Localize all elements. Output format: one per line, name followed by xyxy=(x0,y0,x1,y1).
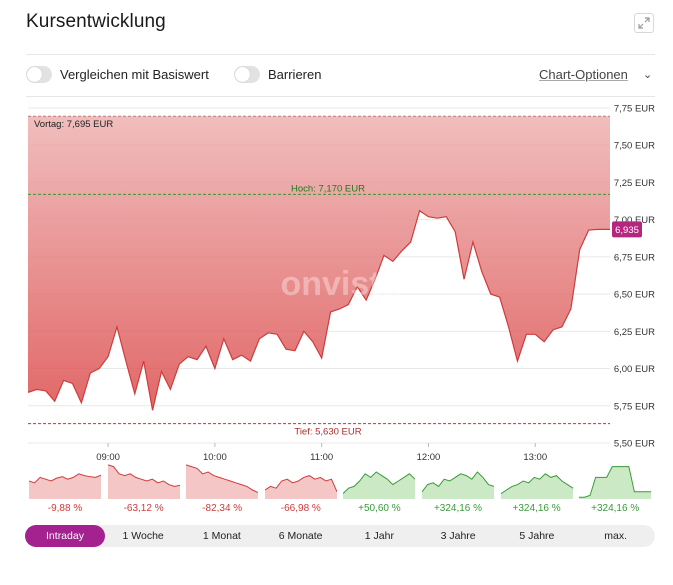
page-title: Kursentwicklung xyxy=(26,11,166,32)
sparkline-area xyxy=(107,464,180,499)
y-tick-label: 6,50 EUR xyxy=(614,290,655,301)
tab-1-woche[interactable]: 1 Woche xyxy=(122,530,164,542)
tab-6-monate[interactable]: 6 Monate xyxy=(278,530,323,542)
barriers-toggle[interactable] xyxy=(234,66,260,83)
sparkline-area xyxy=(343,472,416,499)
divider xyxy=(26,96,655,97)
x-tick-label: 13:00 xyxy=(523,452,547,463)
sparkline-line xyxy=(343,471,416,494)
sparkline[interactable] xyxy=(579,463,652,499)
expand-icon xyxy=(638,17,650,29)
last-price-label: 6,935 xyxy=(615,225,639,236)
sparkline-change-label: -63,12 % xyxy=(123,503,164,514)
x-tick-label: 09:00 xyxy=(96,452,120,463)
sparkline[interactable] xyxy=(422,463,494,499)
sparkline-change-label: -82,34 % xyxy=(202,503,243,514)
y-tick-label: 5,50 EUR xyxy=(614,439,655,450)
sparkline-line xyxy=(29,473,101,484)
tab-intraday[interactable]: Intraday xyxy=(25,525,105,547)
sparkline[interactable] xyxy=(107,463,180,499)
y-tick-label: 6,75 EUR xyxy=(614,252,655,263)
price-chart[interactable]: 7,75 EUR 7,50 EUR 7,25 EUR 7,00 EUR 6,75 EUR… xyxy=(0,0,673,465)
price-area xyxy=(28,116,610,411)
compare-toggle[interactable] xyxy=(26,66,52,83)
high-label: Hoch: 7,170 EUR xyxy=(291,183,365,194)
sparkline-change-label: +50,60 % xyxy=(358,503,401,514)
expand-button[interactable] xyxy=(634,13,654,33)
y-tick-label: 6,00 EUR xyxy=(614,364,655,375)
sparkline-line xyxy=(264,475,337,493)
sparkline[interactable] xyxy=(500,463,573,499)
low-label: Tief: 5,630 EUR xyxy=(294,427,361,438)
prev-close-label: Vortag: 7,695 EUR xyxy=(34,119,113,130)
tab-1-monat[interactable]: 1 Monat xyxy=(202,530,241,542)
sparkline-area xyxy=(500,473,573,499)
sparkline[interactable] xyxy=(264,463,337,499)
sparkline-line xyxy=(186,464,259,493)
period-tabs: Intraday 1 Woche 1 Monat 6 Monate 1 Jahr 3 Ja… xyxy=(25,525,655,547)
sparkline-change-label: -66,98 % xyxy=(280,503,321,514)
sparkline-line xyxy=(579,466,652,498)
y-tick-label: 7,75 EUR xyxy=(614,104,655,115)
y-tick-label: 7,50 EUR xyxy=(614,141,655,152)
sparkline-line xyxy=(107,464,180,487)
price-line xyxy=(27,209,610,411)
y-tick-label: 5,75 EUR xyxy=(614,401,655,412)
last-price-badge xyxy=(612,221,642,238)
sparkline-line xyxy=(500,473,573,495)
tab-5-jahre[interactable]: 5 Jahre xyxy=(519,530,555,542)
x-tick-label: 10:00 xyxy=(203,452,227,463)
sparkline-change-label: -9,88 % xyxy=(47,503,83,514)
x-tick-label: 12:00 xyxy=(417,452,441,463)
y-tick-label: 7,00 EUR xyxy=(614,215,655,226)
tab-1-jahr[interactable]: 1 Jahr xyxy=(364,530,394,542)
sparkline-area xyxy=(579,466,652,499)
sparkline-area xyxy=(264,475,337,499)
x-tick-label: 11:00 xyxy=(310,452,333,463)
sparkline[interactable] xyxy=(29,463,101,499)
tab-3-jahre[interactable]: 3 Jahre xyxy=(440,530,476,542)
sparkline-area xyxy=(422,472,494,499)
sparkline[interactable] xyxy=(186,463,259,499)
sparkline-change-label: +324,16 % xyxy=(591,503,640,514)
y-tick-label: 7,25 EUR xyxy=(614,178,655,189)
sparkline[interactable] xyxy=(343,463,416,499)
sparkline-change-label: +324,16 % xyxy=(433,503,483,514)
compare-label: Vergleichen mit Basiswert xyxy=(60,67,209,82)
sparkline-line xyxy=(422,471,494,493)
watermark: onvista xyxy=(280,265,400,303)
sparkline-change-label: +324,16 % xyxy=(512,503,561,514)
sparkline-area xyxy=(186,464,259,499)
y-tick-label: 6,25 EUR xyxy=(614,327,655,338)
chevron-down-icon[interactable]: ⌄ xyxy=(643,69,653,81)
divider xyxy=(26,54,655,55)
barriers-label: Barrieren xyxy=(268,67,322,82)
tab-max[interactable]: max. xyxy=(604,530,627,542)
chart-options-link[interactable]: Chart-Optionen xyxy=(539,67,628,82)
